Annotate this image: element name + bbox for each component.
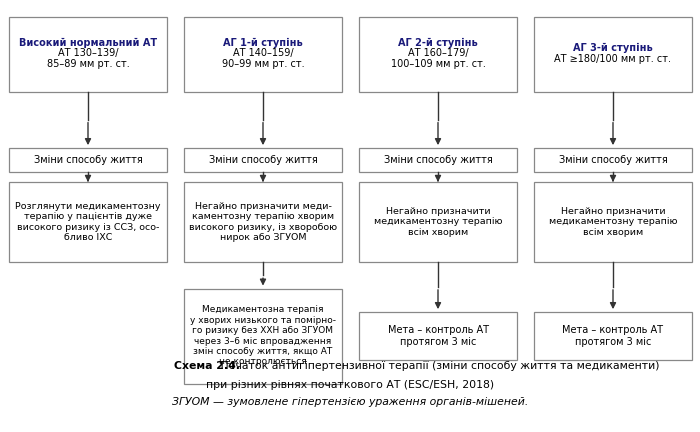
Text: Медикаментозна терапія
у хворих низького та помірно-
го ризику без ХХН або ЗГУОМ: Медикаментозна терапія у хворих низького… [190,305,336,366]
Bar [359,16,517,92]
Text: Зміни способу життя: Зміни способу життя [34,155,142,165]
Bar [184,289,342,384]
Bar [534,312,692,360]
Text: при різних рівнях початкового АТ (ESC/ESH, 2018): при різних рівнях початкового АТ (ESC/ES… [206,380,494,390]
Text: АТ 130–139/
85–89 мм рт. ст.: АТ 130–139/ 85–89 мм рт. ст. [47,48,130,70]
Text: АТ 140–159/
90–99 мм рт. ст.: АТ 140–159/ 90–99 мм рт. ст. [222,48,304,70]
Text: Зміни способу життя: Зміни способу життя [209,155,317,165]
Bar [534,148,692,172]
Text: Розглянути медикаментозну
терапію у пацієнтів дуже
високого ризику із ССЗ, осо-
: Розглянути медикаментозну терапію у паці… [15,202,161,242]
Text: Негайно призначити
медикаментозну терапію
всім хворим: Негайно призначити медикаментозну терапі… [549,207,678,237]
Text: Мета – контроль АТ
протягом 3 міс: Мета – контроль АТ протягом 3 міс [563,325,664,347]
Bar [534,16,692,92]
Bar [534,182,692,262]
Text: Зміни способу життя: Зміни способу життя [384,155,492,165]
Text: Зміни способу життя: Зміни способу життя [559,155,667,165]
Text: АТ ≥180/100 мм рт. ст.: АТ ≥180/100 мм рт. ст. [554,54,671,64]
Bar [184,148,342,172]
Text: АГ 3-й ступінь: АГ 3-й ступінь [573,43,653,53]
Bar [184,16,342,92]
Text: Схема 2.4.: Схема 2.4. [174,361,239,371]
Text: АГ 1-й ступінь: АГ 1-й ступінь [223,38,303,48]
Text: ЗГУОМ — зумовлене гіпертензією ураження органів-мішеней.: ЗГУОМ — зумовлене гіпертензією ураження … [172,397,528,407]
Bar [9,182,167,262]
Text: Мета – контроль АТ
протягом 3 міс: Мета – контроль АТ протягом 3 міс [388,325,489,347]
Text: Високий нормальний АТ: Високий нормальний АТ [19,38,157,48]
Bar [9,16,167,92]
Bar [359,148,517,172]
Bar [184,182,342,262]
Text: АТ 160–179/
100–109 мм рт. ст.: АТ 160–179/ 100–109 мм рт. ст. [391,48,485,70]
Text: Негайно призначити
медикаментозну терапію
всім хворим: Негайно призначити медикаментозну терапі… [374,207,503,237]
Bar [359,182,517,262]
Text: Негайно призначити меди-
каментозну терапію хворим
високого ризику, із хворобою
: Негайно призначити меди- каментозну тера… [189,202,337,242]
Text: АГ 2-й ступінь: АГ 2-й ступінь [398,38,478,48]
Bar [9,148,167,172]
Bar [359,312,517,360]
Text: Початок антигіпертензивної терапії (зміни способу життя та медикаменти): Початок антигіпертензивної терапії (змін… [217,361,659,371]
